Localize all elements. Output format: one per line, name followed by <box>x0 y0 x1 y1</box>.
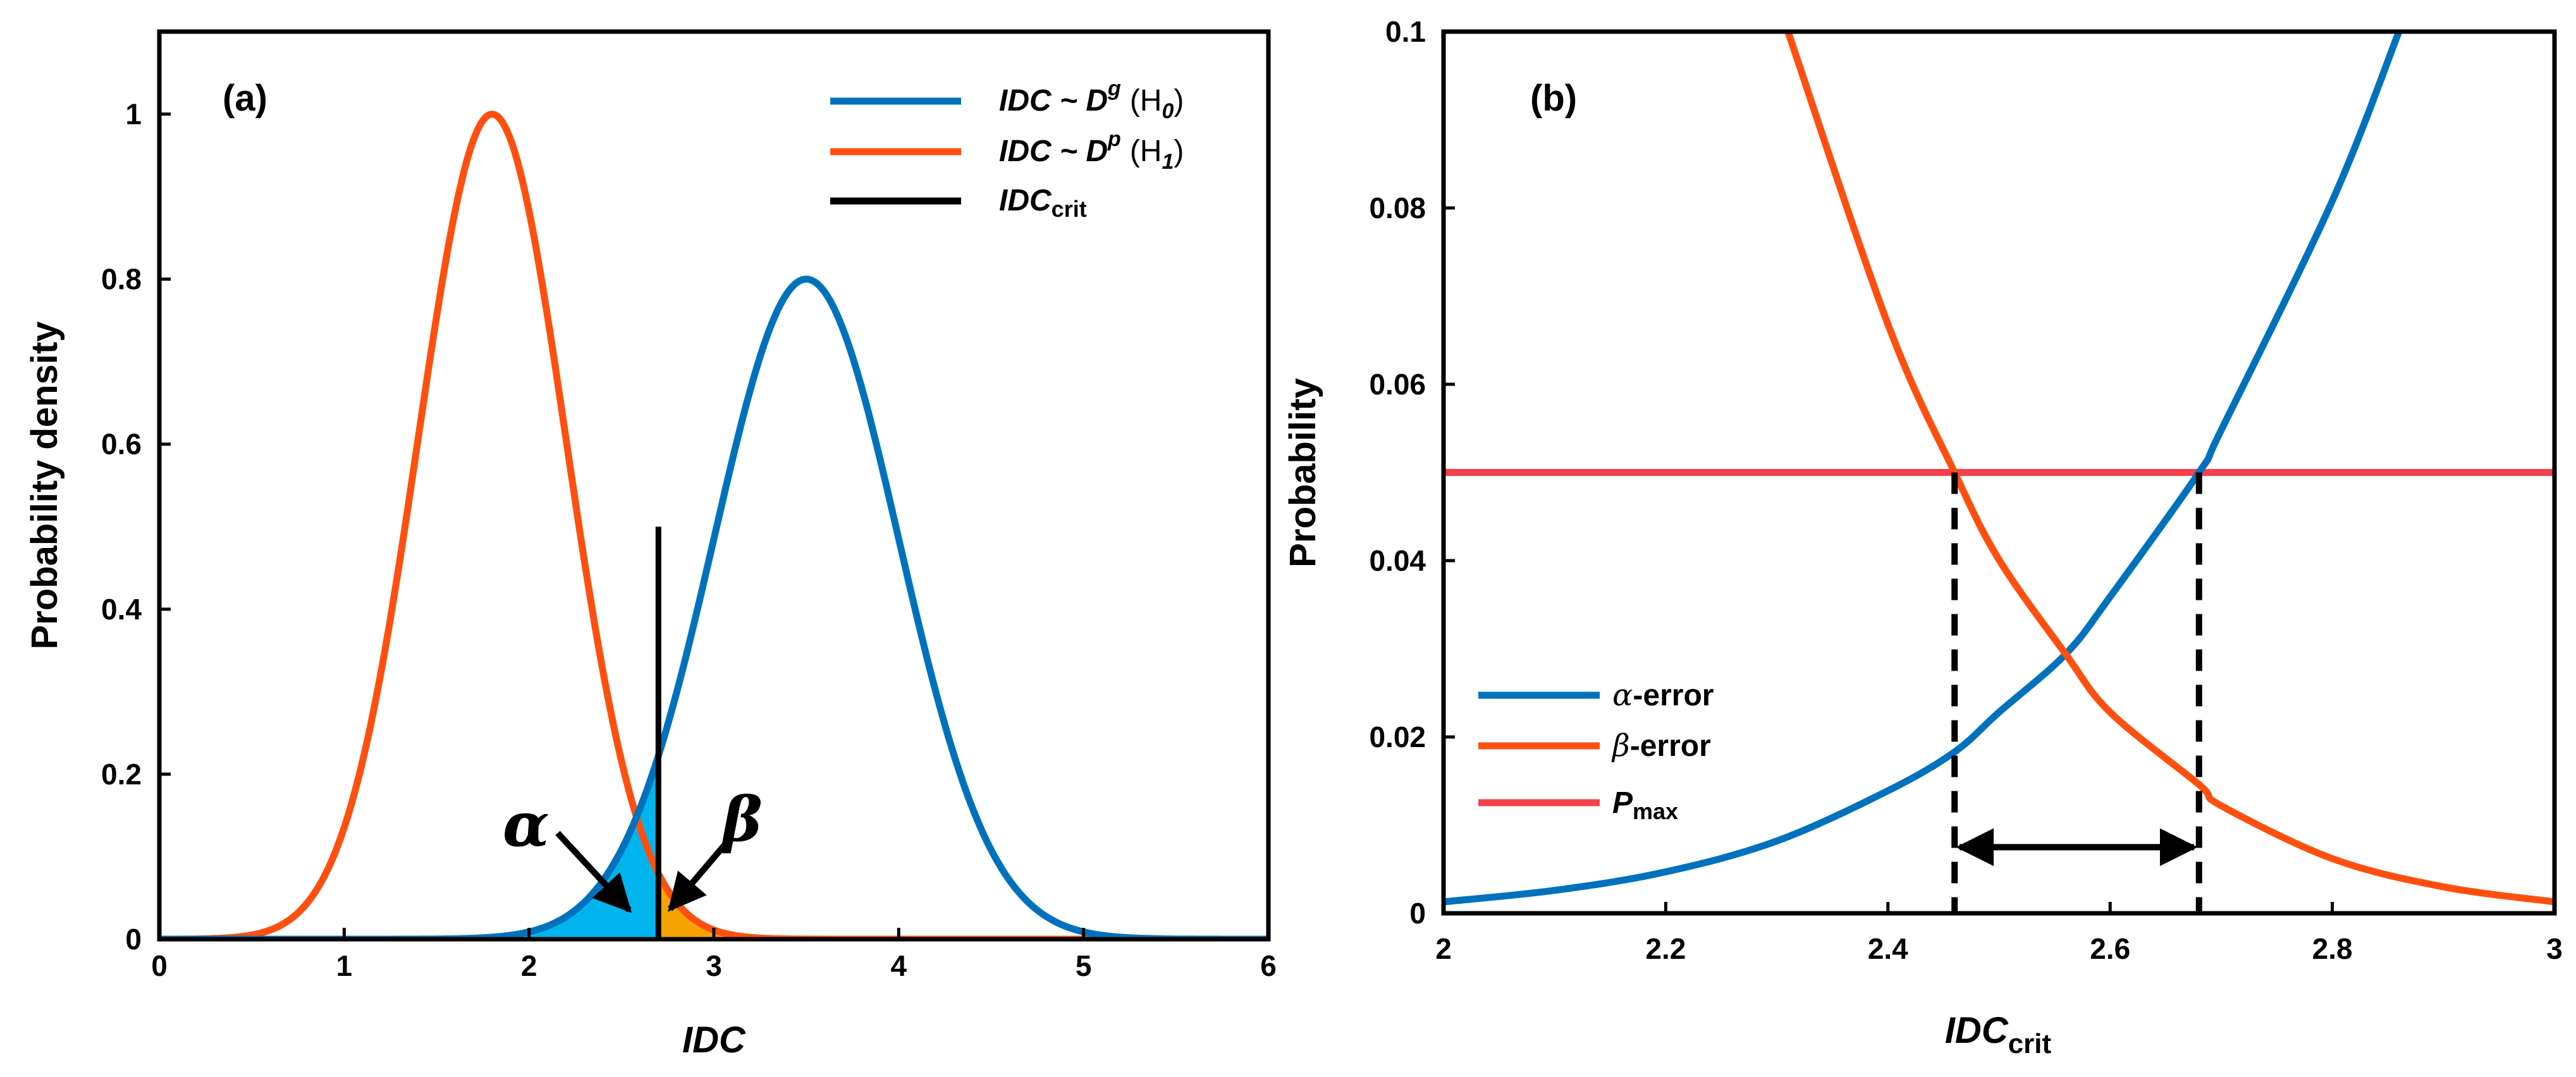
legend-pmax-label: Pmax <box>1612 786 1678 824</box>
panel-b-plot <box>1444 32 2555 913</box>
h0-density-curve <box>159 276 1268 939</box>
legend-crit-label: IDCcrit <box>999 184 1087 222</box>
y-tick-label: 0 <box>1409 897 1426 930</box>
panel-b-label: (b) <box>1530 78 1577 119</box>
y-tick-label: 0 <box>125 923 142 956</box>
panel-a-ticks: 0 1 2 3 4 5 6 0 0.2 0.4 0.6 0.8 1 <box>101 98 1277 982</box>
alpha-annotation: α <box>503 789 549 860</box>
y-tick-label: 0.02 <box>1369 721 1426 753</box>
x-tick-label: 2 <box>521 949 537 982</box>
panel-b-xlabel: IDCcrit <box>1945 1010 2052 1059</box>
panel-a-label: (a) <box>223 78 267 119</box>
panel-a-xlabel: IDC <box>682 1019 746 1061</box>
x-tick-label: 3 <box>2546 932 2563 965</box>
legend-alpha-label: α-error <box>1612 678 1714 713</box>
legend-h0-label: IDC ~ Dg (H0) <box>999 76 1184 123</box>
y-tick-label: 0.06 <box>1369 368 1426 401</box>
legend-beta-label: β-error <box>1611 728 1711 764</box>
panel-b-legend: α-error β-error Pmax <box>1478 678 1714 824</box>
x-tick-label: 5 <box>1076 949 1092 982</box>
panel-b-ticks: 2 2.2 2.4 2.6 2.8 3 0 0.02 0.04 0.06 0.08 0.1 <box>1369 15 2562 965</box>
beta-shaded-region <box>658 873 1268 939</box>
alpha-error-curve <box>1444 32 2403 906</box>
x-tick-label: 6 <box>1260 949 1277 982</box>
panel-b: 2 2.2 2.4 2.6 2.8 3 0 0.02 0.04 0.06 0.08 0.1 (b) I… <box>1282 15 2563 1059</box>
beta-arrow <box>668 843 727 912</box>
x-tick-label: 2.6 <box>2090 932 2130 965</box>
panel-a-plot <box>159 110 1268 939</box>
panel-a-axes-box <box>157 29 1271 942</box>
y-tick-label: 1 <box>125 98 142 131</box>
panel-b-axes-box <box>1441 29 2557 916</box>
x-tick-label: 2 <box>1435 932 1452 965</box>
legend-h1-label: IDC ~ Dp (H1) <box>999 127 1184 174</box>
x-tick-label: 2.4 <box>1868 932 1908 965</box>
alpha-arrow <box>555 831 632 913</box>
panel-a: 0 1 2 3 4 5 6 0 0.2 0.4 0.6 0.8 1 (a) IDC Probabilit… <box>24 29 1277 1061</box>
y-tick-label: 0.2 <box>101 758 142 791</box>
panel-b-ylabel: Probability <box>1282 378 1323 568</box>
x-tick-label: 0 <box>151 949 168 982</box>
panel-a-legend: IDC ~ Dg (H0) IDC ~ Dp (H1) IDCcrit <box>830 76 1184 222</box>
y-tick-label: 0.1 <box>1385 15 1426 48</box>
alpha-shaded-region <box>159 755 659 939</box>
y-tick-label: 0.8 <box>101 263 142 296</box>
x-tick-label: 2.8 <box>2312 932 2353 965</box>
x-tick-label: 4 <box>891 949 907 982</box>
beta-error-curve <box>1784 32 2555 906</box>
y-tick-label: 0.04 <box>1369 544 1426 577</box>
x-tick-label: 2.2 <box>1645 932 1686 965</box>
y-tick-label: 0.08 <box>1369 192 1426 224</box>
y-tick-label: 0.4 <box>101 593 142 626</box>
vertical-markers <box>1951 472 2202 913</box>
beta-annotation: β <box>720 784 763 855</box>
x-tick-label: 1 <box>336 949 353 982</box>
y-tick-label: 0.6 <box>101 428 142 461</box>
panel-a-ylabel: Probability density <box>24 322 65 650</box>
x-tick-label: 3 <box>706 949 722 982</box>
